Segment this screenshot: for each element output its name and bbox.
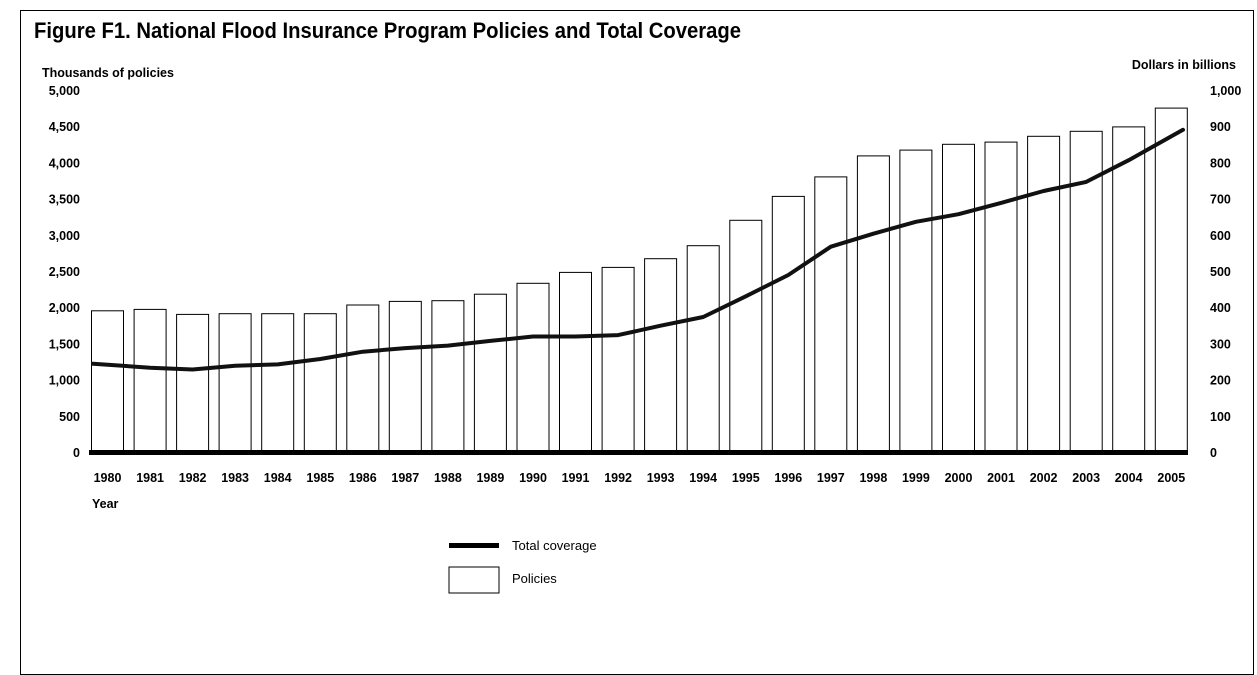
x-tick-label: 2003 [1072, 471, 1100, 485]
x-tick-label: 2005 [1157, 471, 1185, 485]
legend-swatch-total-coverage [449, 543, 499, 548]
legend: Total coverage Policies [448, 538, 597, 594]
x-tick-label: 1981 [136, 471, 164, 485]
figure-title: Figure F1. National Flood Insurance Prog… [34, 18, 742, 43]
bar-policies-1995 [729, 219, 763, 453]
x-tick-label: 1994 [689, 471, 717, 485]
bar-policies-1985 [303, 313, 337, 453]
x-tick-label: 2004 [1115, 471, 1143, 485]
bar-policies-1984 [261, 313, 295, 453]
x-tick-label: 1990 [519, 471, 547, 485]
bar-policies-1987 [388, 300, 422, 453]
x-tick-label: 1992 [604, 471, 632, 485]
y-left-tick-label: 5,000 [49, 84, 80, 98]
y-right-tick-label: 900 [1210, 120, 1231, 134]
x-tick-label: 1989 [476, 471, 504, 485]
y-axis-right-label: Dollars in billions [1132, 58, 1236, 72]
bar-policies-2002 [1027, 135, 1061, 453]
x-tick-label: 1995 [732, 471, 760, 485]
legend-swatch-policies [448, 566, 500, 594]
bar-policies-1990 [516, 282, 550, 453]
x-tick-label: 1987 [391, 471, 419, 485]
x-tick-label: 1988 [434, 471, 462, 485]
y-left-tick-label: 4,000 [49, 156, 80, 170]
bar-policies-1986 [346, 304, 380, 453]
y-right-tick-label: 200 [1210, 374, 1231, 388]
y-left-tick-label: 3,000 [49, 229, 80, 243]
y-left-tick-label: 2,000 [49, 301, 80, 315]
x-tick-label: 1984 [264, 471, 292, 485]
x-tick-label: 1983 [221, 471, 249, 485]
legend-label-total-coverage: Total coverage [512, 538, 597, 553]
y-right-tick-label: 300 [1210, 337, 1231, 351]
bar-policies-1991 [559, 271, 592, 453]
y-axis-right-ticks: 0 100 200 300 400 500 600 700 800 900 1,000 [1210, 84, 1241, 460]
bar-policies-1983 [218, 313, 252, 453]
x-tick-label: 1985 [306, 471, 334, 485]
bar-policies-1981 [133, 308, 167, 453]
y-right-tick-label: 700 [1210, 193, 1231, 207]
bar-policies-2003 [1069, 130, 1103, 453]
y-right-tick-label: 500 [1210, 265, 1231, 279]
y-left-tick-label: 1,500 [49, 337, 80, 351]
bar-policies-1999 [899, 149, 933, 453]
x-tick-label: 2001 [987, 471, 1015, 485]
y-axis-left-label: Thousands of policies [42, 66, 174, 80]
y-right-tick-label: 100 [1210, 410, 1231, 424]
line-total-coverage [91, 127, 1185, 372]
bar-policies-1992 [601, 266, 635, 453]
x-tick-label: 1996 [774, 471, 802, 485]
coverage-line-group [91, 127, 1185, 372]
y-left-tick-label: 4,500 [49, 120, 80, 134]
bar-policies-2001 [984, 141, 1018, 453]
bars-group [91, 107, 1188, 453]
bar-policies-1993 [644, 258, 678, 453]
x-tick-label: 1991 [562, 471, 590, 485]
x-tick-label: 2000 [945, 471, 973, 485]
bar-policies-1996 [771, 195, 805, 453]
legend-label-policies: Policies [512, 571, 557, 586]
y-left-tick-label: 0 [73, 446, 80, 460]
y-left-tick-label: 1,000 [49, 374, 80, 388]
bar-policies-1989 [473, 293, 507, 453]
x-tick-label: 1999 [902, 471, 930, 485]
bar-policies-2000 [942, 143, 975, 453]
x-tick-label: 2002 [1030, 471, 1058, 485]
x-axis-baseline [89, 450, 1188, 455]
y-axis-left-ticks: 0 500 1,000 1,500 2,000 2,500 3,000 3,500 4,000 4… [49, 84, 80, 460]
y-right-tick-label: 600 [1210, 229, 1231, 243]
y-right-tick-label: 800 [1210, 156, 1231, 170]
bar-policies-1980 [91, 310, 124, 453]
x-tick-label: 1986 [349, 471, 377, 485]
x-tick-label: 1993 [647, 471, 675, 485]
x-tick-label: 1982 [179, 471, 207, 485]
bar-policies-1982 [176, 313, 210, 453]
x-tick-label: 1980 [94, 471, 122, 485]
bar-policies-2004 [1112, 126, 1146, 453]
y-left-tick-label: 2,500 [49, 265, 80, 279]
y-left-tick-label: 500 [59, 410, 80, 424]
bar-policies-1998 [856, 155, 890, 453]
bar-policies-1997 [814, 176, 848, 453]
bar-policies-1988 [431, 300, 465, 453]
x-axis-label: Year [92, 497, 119, 511]
baseline-group [89, 450, 1188, 455]
x-tick-label: 1998 [859, 471, 887, 485]
y-right-tick-label: 1,000 [1210, 84, 1241, 98]
bar-policies-1994 [686, 245, 720, 453]
x-tick-label: 1997 [817, 471, 845, 485]
y-left-tick-label: 3,500 [49, 193, 80, 207]
x-axis-ticks: 1980 1981 1982 1983 1984 1985 1986 1987 1988 1989… [94, 471, 1186, 485]
bar-policies-2005 [1154, 107, 1188, 453]
y-right-tick-label: 400 [1210, 301, 1231, 315]
y-right-tick-label: 0 [1210, 446, 1217, 460]
